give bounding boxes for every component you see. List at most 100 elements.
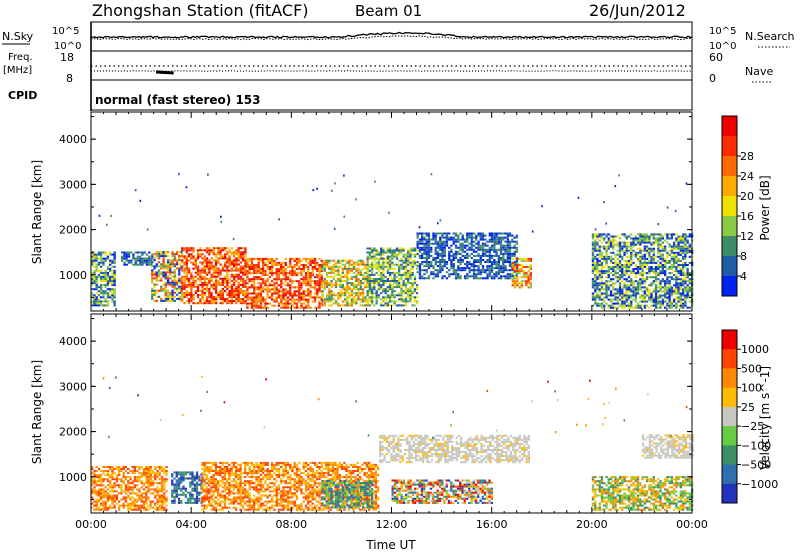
heatmap-cell xyxy=(594,300,597,303)
heatmap-cell xyxy=(627,266,631,268)
heatmap-cell xyxy=(95,490,98,493)
heatmap-cell xyxy=(461,234,464,237)
heatmap-cell xyxy=(141,257,144,260)
heatmap-cell xyxy=(118,492,121,495)
heatmap-cell xyxy=(506,246,509,249)
heatmap-cell xyxy=(441,248,444,251)
heatmap-cell xyxy=(457,250,460,253)
heatmap-cell xyxy=(277,264,281,266)
heatmap-cell xyxy=(472,248,476,251)
heatmap-cell xyxy=(185,283,188,286)
heatmap-cell xyxy=(203,275,206,278)
heatmap-cell xyxy=(100,482,103,485)
heatmap-cell xyxy=(384,280,387,282)
heatmap-cell xyxy=(439,259,442,261)
heatmap-cell xyxy=(316,264,319,266)
heatmap-cell xyxy=(657,245,660,248)
heatmap-cell xyxy=(164,275,167,278)
heatmap-cell xyxy=(508,246,512,249)
heatmap-cell xyxy=(380,257,383,260)
heatmap-cell xyxy=(630,247,633,250)
heatmap-cell xyxy=(470,265,473,268)
heatmap-cell xyxy=(93,300,96,303)
heatmap-cell xyxy=(162,259,165,262)
heatmap-cell xyxy=(111,468,114,470)
heatmap-cell xyxy=(472,232,476,235)
heatmap-cell xyxy=(596,259,599,262)
heatmap-cell xyxy=(525,259,528,262)
heatmap-cell xyxy=(207,173,209,176)
heatmap-cell xyxy=(104,275,107,278)
heatmap-cell xyxy=(215,265,218,268)
heatmap-cell xyxy=(145,468,148,470)
heatmap-cell xyxy=(641,270,644,273)
heatmap-cell xyxy=(171,279,174,282)
heatmap-cell xyxy=(148,259,151,262)
heatmap-cell xyxy=(145,478,148,481)
heatmap-cell xyxy=(625,296,628,299)
heatmap-cell xyxy=(262,282,265,285)
heatmap-cell xyxy=(145,482,148,485)
heatmap-cell xyxy=(416,288,419,291)
heatmap-cell xyxy=(273,304,276,307)
heatmap-cell xyxy=(504,236,507,239)
heatmap-cell xyxy=(164,265,167,268)
heatmap-cell xyxy=(600,257,604,260)
heatmap-cell xyxy=(155,289,158,292)
heatmap-cell xyxy=(233,265,236,268)
heatmap-cell xyxy=(675,290,678,293)
heatmap-cell xyxy=(411,271,414,274)
heatmap-cell xyxy=(316,292,319,295)
heatmap-cell xyxy=(271,272,274,275)
heatmap-cell xyxy=(423,236,426,239)
heatmap-cell xyxy=(621,290,624,293)
heatmap-cell xyxy=(219,298,222,301)
heatmap-cell xyxy=(160,263,163,266)
heatmap-cell xyxy=(91,492,94,495)
heatmap-cell xyxy=(113,504,116,507)
heatmap-cell xyxy=(499,271,503,274)
heatmap-cell xyxy=(138,478,141,481)
heatmap-cell xyxy=(180,289,183,292)
heatmap-cell xyxy=(221,302,224,305)
heatmap-cell xyxy=(427,254,431,257)
heatmap-cell xyxy=(217,292,220,294)
heatmap-cell xyxy=(334,300,338,303)
heatmap-cell xyxy=(448,275,451,278)
heatmap-cell xyxy=(311,261,314,264)
heatmap-cell xyxy=(328,294,331,297)
heatmap-cell xyxy=(515,259,518,261)
heatmap-cell xyxy=(508,263,512,266)
heatmap-cell xyxy=(330,294,333,297)
heatmap-cell xyxy=(650,249,653,252)
heatmap-cell xyxy=(147,476,150,479)
heatmap-cell xyxy=(212,253,215,256)
heatmap-cell xyxy=(677,278,680,281)
heatmap-cell xyxy=(427,236,431,239)
heatmap-cell xyxy=(140,486,143,489)
heatmap-cell xyxy=(641,276,644,279)
heatmap-cell xyxy=(124,476,128,479)
heatmap-cell xyxy=(499,269,503,272)
heatmap-cell xyxy=(291,298,294,301)
heatmap-cell xyxy=(185,294,188,296)
heatmap-cell xyxy=(468,263,471,266)
heatmap-cell xyxy=(286,306,290,309)
heatmap-cell xyxy=(173,269,176,272)
heatmap-cell xyxy=(196,253,200,256)
heatmap-cell xyxy=(499,277,503,280)
heatmap-cell xyxy=(627,298,631,301)
heatmap-cell xyxy=(355,302,358,305)
heatmap-cell xyxy=(395,255,399,258)
heatmap-cell xyxy=(652,270,655,273)
heatmap-cell xyxy=(652,237,655,240)
heatmap-cell xyxy=(645,294,649,297)
heatmap-cell xyxy=(416,240,419,243)
heatmap-cell xyxy=(407,296,410,299)
heatmap-cell xyxy=(280,282,283,285)
heatmap-cell xyxy=(373,286,376,289)
heatmap-cell xyxy=(616,300,619,303)
heatmap-cell xyxy=(208,271,211,274)
